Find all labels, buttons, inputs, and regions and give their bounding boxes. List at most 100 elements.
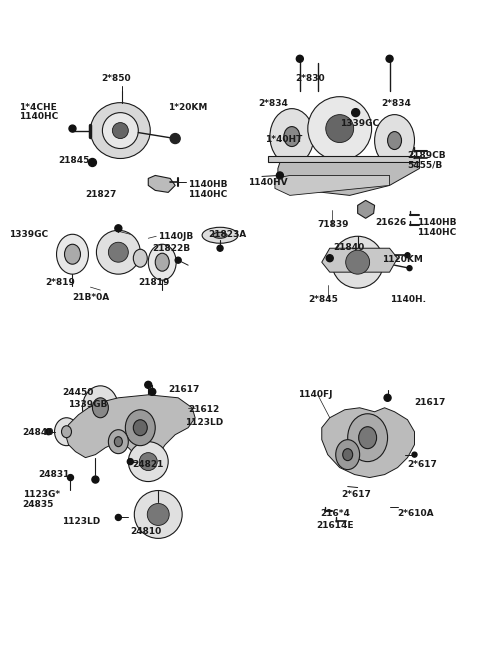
Circle shape xyxy=(68,474,73,480)
Ellipse shape xyxy=(57,235,88,274)
Circle shape xyxy=(217,245,223,251)
Text: 1339GC: 1339GC xyxy=(9,231,48,239)
Ellipse shape xyxy=(114,437,122,447)
Text: 21626: 21626 xyxy=(376,218,407,227)
Text: 2*850: 2*850 xyxy=(102,74,131,83)
Text: 1*20KM: 1*20KM xyxy=(168,102,207,112)
Circle shape xyxy=(386,55,393,62)
Ellipse shape xyxy=(93,397,108,418)
Circle shape xyxy=(147,503,169,526)
Text: 21B*0A: 21B*0A xyxy=(72,293,110,302)
Text: 21822B: 21822B xyxy=(152,244,191,253)
Polygon shape xyxy=(278,162,420,195)
Text: 21840: 21840 xyxy=(334,243,365,252)
Text: 1120KM: 1120KM xyxy=(382,255,422,264)
Ellipse shape xyxy=(374,114,415,166)
Circle shape xyxy=(384,394,391,401)
Text: 1140FJ: 1140FJ xyxy=(298,390,332,399)
Circle shape xyxy=(405,253,410,258)
Text: 24821: 24821 xyxy=(132,460,164,468)
Text: 1*40HT: 1*40HT xyxy=(265,135,302,144)
Text: 216*4: 216*4 xyxy=(320,509,349,518)
Text: 2*819: 2*819 xyxy=(46,278,75,287)
Text: 24835: 24835 xyxy=(23,499,54,509)
Text: 1140HC: 1140HC xyxy=(19,112,58,121)
Text: 1339GC: 1339GC xyxy=(340,119,379,127)
Polygon shape xyxy=(148,175,175,193)
Ellipse shape xyxy=(133,420,147,436)
Polygon shape xyxy=(268,156,420,162)
Circle shape xyxy=(96,231,140,274)
Circle shape xyxy=(127,459,133,464)
Text: 71839: 71839 xyxy=(318,220,349,229)
Circle shape xyxy=(88,158,96,166)
Text: 1123LD: 1123LD xyxy=(62,518,101,526)
Circle shape xyxy=(352,108,360,116)
Circle shape xyxy=(115,514,121,520)
Circle shape xyxy=(69,125,76,132)
Text: 2*834: 2*834 xyxy=(382,99,411,108)
Polygon shape xyxy=(65,395,195,462)
Text: 1123G*: 1123G* xyxy=(23,489,60,499)
Text: 2*617: 2*617 xyxy=(342,489,372,499)
Circle shape xyxy=(308,97,372,160)
Text: 21617: 21617 xyxy=(415,397,446,407)
Text: 1140HB: 1140HB xyxy=(418,218,457,227)
Ellipse shape xyxy=(348,414,387,462)
Text: 21827: 21827 xyxy=(85,191,117,200)
Ellipse shape xyxy=(155,253,169,271)
Circle shape xyxy=(112,123,128,139)
Ellipse shape xyxy=(55,418,78,445)
Circle shape xyxy=(170,133,180,143)
Ellipse shape xyxy=(213,233,227,238)
Text: 2*610A: 2*610A xyxy=(397,509,434,518)
Text: 1*4CHE: 1*4CHE xyxy=(19,102,56,112)
Circle shape xyxy=(175,257,181,263)
Circle shape xyxy=(102,112,138,148)
Text: 24831: 24831 xyxy=(38,470,70,478)
Ellipse shape xyxy=(202,227,238,243)
Text: 21819: 21819 xyxy=(138,278,169,287)
Circle shape xyxy=(326,255,333,261)
Circle shape xyxy=(108,242,128,262)
Circle shape xyxy=(149,388,156,396)
Text: 2*834: 2*834 xyxy=(258,99,288,108)
Text: 24840: 24840 xyxy=(23,428,54,437)
Circle shape xyxy=(332,237,384,288)
Ellipse shape xyxy=(270,108,314,164)
Ellipse shape xyxy=(64,244,81,264)
Ellipse shape xyxy=(133,249,147,267)
Text: 21614E: 21614E xyxy=(316,522,353,530)
Ellipse shape xyxy=(284,127,300,147)
Ellipse shape xyxy=(148,244,176,280)
Text: 2*830: 2*830 xyxy=(295,74,324,83)
Ellipse shape xyxy=(125,410,155,445)
Text: 21845: 21845 xyxy=(59,156,90,164)
Text: 1140HV: 1140HV xyxy=(248,179,288,187)
Ellipse shape xyxy=(359,426,377,449)
Polygon shape xyxy=(358,200,374,218)
Ellipse shape xyxy=(108,430,128,453)
Ellipse shape xyxy=(387,131,402,150)
Text: 2189CB: 2189CB xyxy=(408,150,446,160)
Circle shape xyxy=(92,476,99,483)
Text: 1140JB: 1140JB xyxy=(158,233,193,241)
Circle shape xyxy=(407,265,412,271)
Circle shape xyxy=(412,452,417,457)
Ellipse shape xyxy=(90,102,150,158)
Text: 1140HC: 1140HC xyxy=(418,228,457,237)
Text: 24450: 24450 xyxy=(62,388,94,397)
Polygon shape xyxy=(322,248,397,272)
Circle shape xyxy=(134,491,182,538)
Text: 21612: 21612 xyxy=(188,405,219,414)
Text: 2*845: 2*845 xyxy=(308,295,337,304)
Circle shape xyxy=(346,250,370,274)
Text: 24810: 24810 xyxy=(130,528,162,536)
Text: 1339GB: 1339GB xyxy=(69,400,108,409)
Text: 2*617: 2*617 xyxy=(408,460,437,468)
Polygon shape xyxy=(322,408,415,478)
Circle shape xyxy=(128,442,168,482)
Polygon shape xyxy=(275,175,390,195)
Circle shape xyxy=(276,172,283,179)
Ellipse shape xyxy=(336,440,360,470)
